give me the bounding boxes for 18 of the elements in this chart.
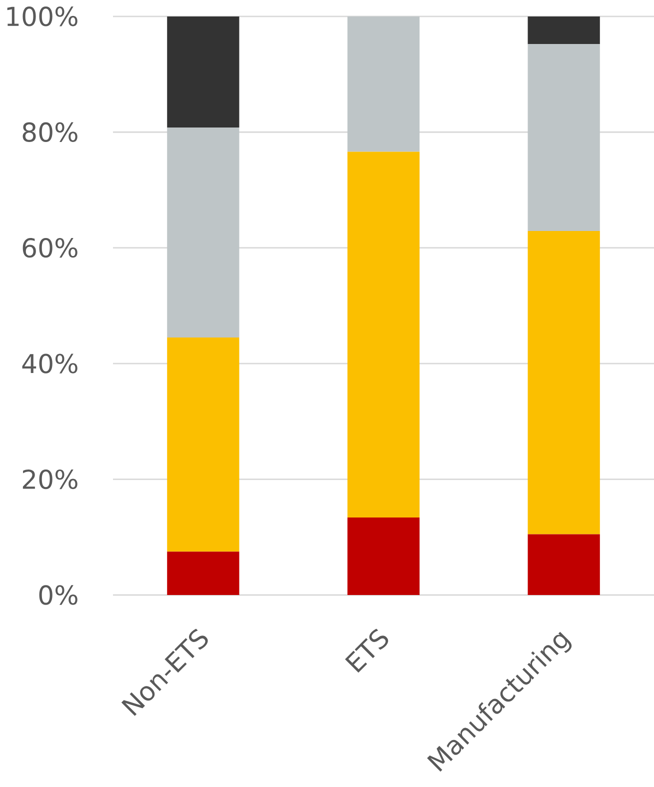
bar <box>167 338 240 552</box>
y-tick-label: 40% <box>22 354 78 374</box>
y-tick-label: 60% <box>22 238 78 258</box>
y-tick-label: 100% <box>7 6 78 26</box>
bar <box>167 552 240 595</box>
y-tick-label: 20% <box>22 469 78 490</box>
bar <box>347 16 420 152</box>
bar <box>528 534 600 595</box>
y-tick-label: 80% <box>22 122 78 142</box>
x-tick-label: ETS <box>345 628 388 673</box>
bar <box>528 231 600 534</box>
bar <box>167 16 240 128</box>
bar <box>167 127 240 338</box>
bar <box>528 16 600 44</box>
bar <box>347 517 420 595</box>
bar <box>347 152 420 518</box>
bar <box>528 44 600 232</box>
y-tick-label: 0% <box>39 585 78 605</box>
